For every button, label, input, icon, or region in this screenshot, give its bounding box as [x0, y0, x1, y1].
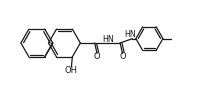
Text: O: O	[94, 52, 101, 61]
Text: HN: HN	[103, 34, 114, 43]
Text: OH: OH	[65, 66, 78, 75]
Text: O: O	[119, 52, 126, 61]
Text: HN: HN	[124, 31, 136, 39]
